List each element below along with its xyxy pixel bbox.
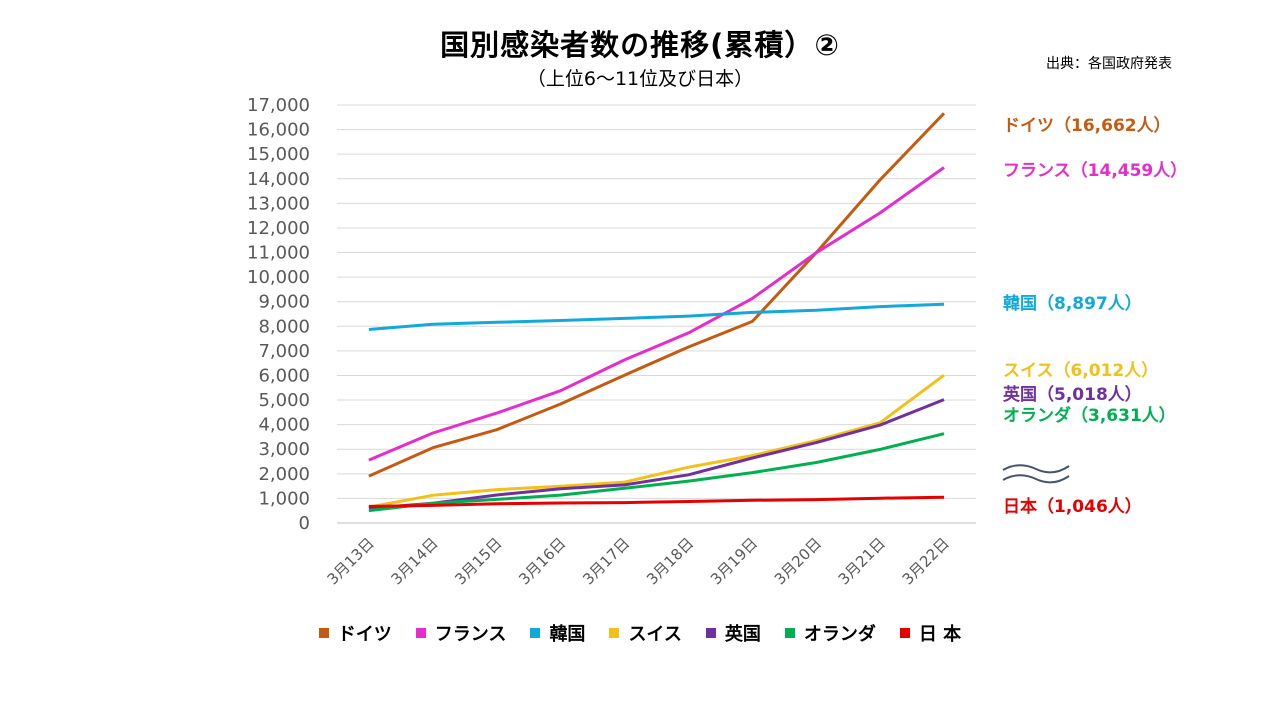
end-label: フランス（14,459人） xyxy=(1003,160,1187,181)
legend-item: オランダ xyxy=(784,620,876,646)
y-tick-label: 1,000 xyxy=(258,488,310,509)
legend-swatch xyxy=(415,628,426,638)
legend-swatch xyxy=(784,628,795,638)
legend-swatch xyxy=(609,628,620,638)
x-tick-label: 3月13日 xyxy=(324,534,378,588)
y-tick-label: 12,000 xyxy=(247,218,310,239)
end-label: 英国（5,018人） xyxy=(1003,384,1142,405)
x-tick-label: 3月18日 xyxy=(643,534,697,588)
end-label: ドイツ（16,662人） xyxy=(1003,115,1171,136)
legend-item: 韓国 xyxy=(530,620,585,646)
x-tick-label: 3月17日 xyxy=(579,534,633,588)
y-tick-label: 2,000 xyxy=(258,464,310,485)
x-tick-label: 3月16日 xyxy=(515,534,569,588)
series-line-1 xyxy=(368,166,945,462)
series-line-4 xyxy=(368,398,945,510)
source-note: 出典：各国政府発表 xyxy=(1046,56,1172,72)
legend-label: 日 本 xyxy=(918,624,962,645)
y-tick-label: 13,000 xyxy=(247,193,310,214)
chart-subtitle: （上位6～11位及び日本） xyxy=(526,68,754,90)
y-tick-label: 17,000 xyxy=(247,95,310,116)
y-tick-label: 3,000 xyxy=(258,439,310,460)
y-tick-label: 11,000 xyxy=(247,243,310,264)
legend-swatch xyxy=(318,628,329,638)
legend-swatch xyxy=(899,628,910,638)
chart-title: 国別感染者数の推移(累積）② xyxy=(440,28,840,62)
series-line-2 xyxy=(368,302,945,331)
legend-swatch xyxy=(705,628,716,638)
y-tick-label: 6,000 xyxy=(258,365,310,386)
legend-label: 英国 xyxy=(724,624,761,645)
legend-swatch xyxy=(530,628,541,638)
legend-item: 英国 xyxy=(705,620,761,646)
x-tick-label: 3月20日 xyxy=(771,534,825,588)
x-tick-label: 3月19日 xyxy=(707,534,761,588)
y-axis-ticks: 0 1,000 2,000 3,000 4,000 5,000 6,000 7,000 8,00… xyxy=(247,95,310,534)
end-label: スイス（6,012人） xyxy=(1003,360,1158,381)
end-label: オランダ（3,631人） xyxy=(1003,405,1176,426)
legend: ドイツ フランス 韓国 スイス 英国 オランダ 日 本 xyxy=(0,620,1280,646)
x-tick-label: 3月22日 xyxy=(899,534,953,588)
legend-label: スイス xyxy=(628,624,682,645)
y-tick-label: 15,000 xyxy=(247,144,310,165)
y-tick-label: 10,000 xyxy=(247,267,310,288)
y-tick-label: 0 xyxy=(299,513,310,534)
y-tick-label: 16,000 xyxy=(247,120,310,141)
legend-item: ドイツ xyxy=(318,620,392,646)
y-tick-label: 8,000 xyxy=(258,316,310,337)
legend-label: フランス xyxy=(434,624,507,645)
legend-item: 日 本 xyxy=(899,620,962,646)
series-line-3 xyxy=(368,373,945,509)
y-tick-label: 14,000 xyxy=(247,169,310,190)
gridlines xyxy=(337,104,976,524)
series-line-5 xyxy=(368,432,945,513)
end-label: 日本（1,046人） xyxy=(1003,496,1142,517)
x-axis-ticks: 3月13日 3月14日 3月15日 3月16日 3月17日 3月18日 3月19日 3月20日… xyxy=(324,534,953,588)
series-line-6 xyxy=(368,495,945,508)
y-tick-label: 4,000 xyxy=(258,415,310,436)
series-line-0 xyxy=(368,112,946,478)
end-label: 韓国（8,897人） xyxy=(1003,293,1142,314)
x-tick-label: 3月14日 xyxy=(387,534,441,588)
legend-item: フランス xyxy=(415,620,507,646)
axis-break-icon xyxy=(1002,464,1070,484)
legend-label: オランダ xyxy=(803,624,876,645)
y-tick-label: 7,000 xyxy=(258,341,310,362)
x-tick-label: 3月15日 xyxy=(451,534,505,588)
end-labels: ドイツ（16,662人） フランス（14,459人） 韓国（8,897人） スイス（6… xyxy=(1003,115,1187,517)
legend-label: 韓国 xyxy=(549,624,586,645)
series-lines xyxy=(368,112,946,513)
x-tick-label: 3月21日 xyxy=(835,534,889,588)
y-tick-label: 9,000 xyxy=(258,292,310,313)
legend-item: スイス xyxy=(609,620,682,646)
legend-label: ドイツ xyxy=(337,624,392,645)
y-tick-label: 5,000 xyxy=(258,390,310,411)
